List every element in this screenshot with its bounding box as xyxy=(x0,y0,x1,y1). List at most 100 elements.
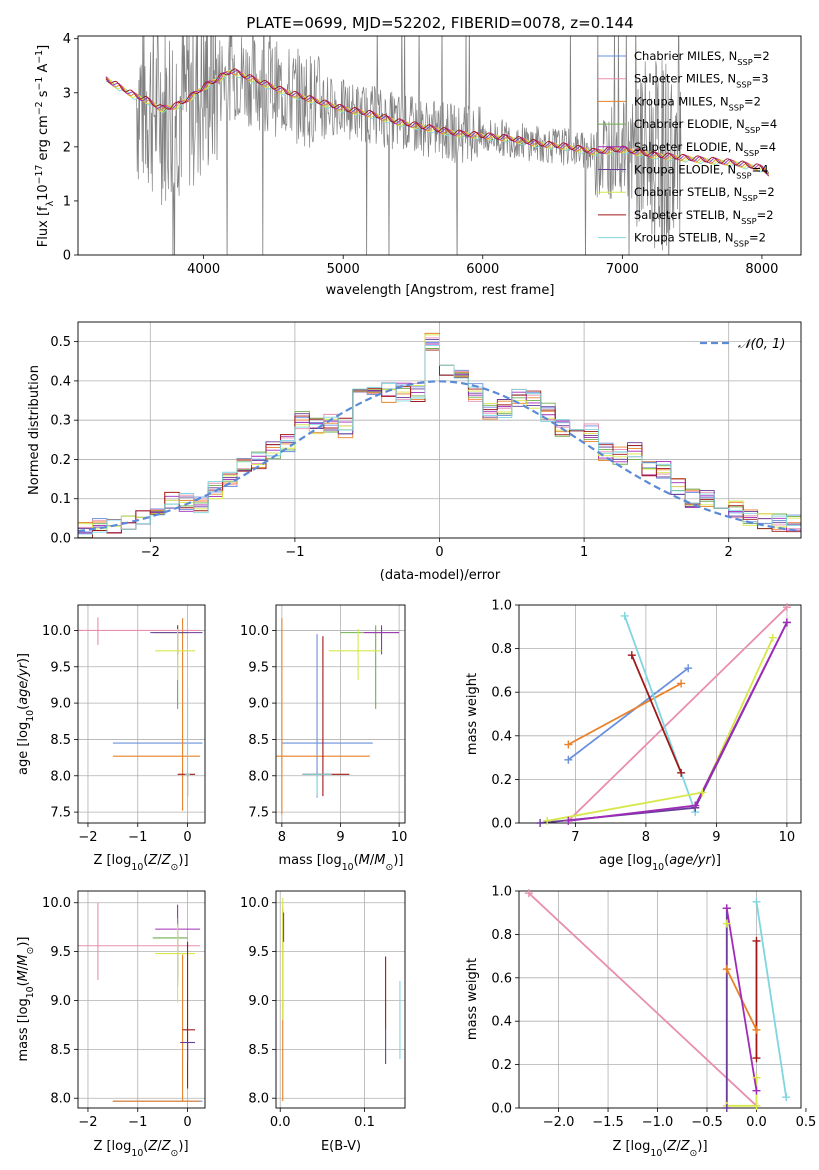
legend-entry-text: Chabrier MILES, NSSP=2 xyxy=(634,49,770,67)
text-span: 10 xyxy=(342,862,354,873)
y-tick-label: 0.1 xyxy=(50,492,71,507)
text-span: =2 xyxy=(744,94,761,108)
axes-frame xyxy=(77,35,802,256)
x-tick-label: 0.1 xyxy=(354,1115,375,1130)
gaussian-curve xyxy=(78,380,801,533)
y-tick-label: 0.0 xyxy=(50,532,71,547)
text-span: mass [log xyxy=(279,853,342,868)
axes-frame xyxy=(77,890,206,1109)
text-span: M xyxy=(374,853,385,868)
text-span: ] xyxy=(36,45,51,50)
x-tick-label: 0.5 xyxy=(796,1115,817,1130)
y-tick-label: 1.0 xyxy=(491,885,512,900)
legend-entry: Kroupa MILES, NSSP=2 xyxy=(634,94,761,112)
y-tick-label: 8.0 xyxy=(248,1092,269,1107)
weight-line xyxy=(547,637,774,822)
text-span: ( xyxy=(16,705,31,710)
y-tick-label: 1.0 xyxy=(491,599,512,614)
x-axis-label: (data-model)/error xyxy=(380,568,501,583)
text-span: ⊙ xyxy=(25,947,36,955)
legend-entry: Chabrier ELODIE, NSSP=4 xyxy=(634,117,777,135)
text-span: Z xyxy=(147,853,158,868)
axes-mass_vs_ebv: 0.0 0.1 8.0 8.5 9.0 9.5 10.0 xyxy=(240,890,406,1130)
weight-line xyxy=(567,606,788,822)
text-span: =4 xyxy=(760,117,777,131)
y-tick-label: 9.0 xyxy=(50,697,71,712)
x-tick-label: 8000 xyxy=(745,262,778,277)
text-span: SSP xyxy=(736,80,751,90)
text-span: −1 xyxy=(34,77,45,91)
text-span: Z [log xyxy=(93,1139,131,1154)
weight-marker xyxy=(627,651,636,660)
axes-frame xyxy=(275,604,406,824)
plot-area xyxy=(519,605,801,823)
weight-marker xyxy=(782,618,791,627)
y-tick-label: 10.0 xyxy=(240,896,269,911)
x-tick-label: −1.0 xyxy=(642,1115,674,1130)
x-axis-label: wavelength [Angstrom, rest frame] xyxy=(326,283,555,298)
y-tick-label: 0.5 xyxy=(50,335,71,350)
weight-marker xyxy=(677,679,686,688)
text-span: ( xyxy=(143,853,148,868)
x-tick-label: 9 xyxy=(336,830,344,845)
text-span: −2 xyxy=(34,101,45,115)
plot-area xyxy=(276,891,405,1108)
weight-line xyxy=(567,667,689,761)
y-tick-label: 10.0 xyxy=(240,624,269,639)
histogram-step xyxy=(78,345,801,535)
axes-frame xyxy=(77,604,206,824)
x-tick-label: −1 xyxy=(128,1115,147,1130)
text-span: / xyxy=(370,853,375,868)
text-span: Chabrier MILES, N xyxy=(634,49,737,63)
y-tick-label: 8.5 xyxy=(248,1043,269,1058)
x-axis-label: E(B-V) xyxy=(321,1139,361,1154)
y-tick-label: 0.4 xyxy=(50,374,71,389)
y-axis-label: mass [log10(M/M⊙)] xyxy=(16,937,36,1062)
x-tick-label: −1 xyxy=(128,830,147,845)
text-span: ⊙ xyxy=(171,862,179,873)
y-tick-label: 8.0 xyxy=(50,1092,71,1107)
weight-line xyxy=(725,908,758,1091)
text-span: ⊙ xyxy=(690,1148,698,1159)
y-tick-label: 0.4 xyxy=(491,1015,512,1030)
y-tick-label: 8.5 xyxy=(248,733,269,748)
plot-area xyxy=(78,322,801,538)
weight-line xyxy=(755,901,788,1098)
text-span: )] xyxy=(393,853,403,868)
y-tick-label: 10.0 xyxy=(42,896,71,911)
text-span: / xyxy=(157,1139,162,1154)
text-span: Z xyxy=(161,853,172,868)
text-span: 10 xyxy=(25,986,36,998)
weight-marker xyxy=(677,768,686,777)
text-span: =2 xyxy=(758,185,775,199)
x-axis-label: Z [log10(Z/Z⊙)] xyxy=(93,1139,188,1159)
x-axis-label: Z [log10(Z/Z⊙)] xyxy=(93,853,188,873)
y-tick-label: 0.2 xyxy=(50,453,71,468)
weight-marker xyxy=(768,633,777,642)
text-span: Z xyxy=(161,1139,172,1154)
text-span: ⊙ xyxy=(386,862,394,873)
text-span: −1 xyxy=(34,50,45,64)
text-span: SSP xyxy=(745,125,760,135)
x-tick-label: −2 xyxy=(78,830,97,845)
x-tick-label: 0.0 xyxy=(746,1115,767,1130)
x-tick-label: 0.0 xyxy=(270,1115,291,1130)
data-spectrum xyxy=(136,36,682,255)
y-tick-label: 7.5 xyxy=(248,806,269,821)
y-axis-label: Normed distribution xyxy=(27,365,42,495)
axes-frame xyxy=(518,604,802,824)
y-tick-label: 9.5 xyxy=(50,945,71,960)
x-axis-label: mass [log10(M/M⊙)] xyxy=(279,853,404,873)
figure-title: PLATE=0699, MJD=52202, FIBERID=0078, z=0… xyxy=(246,14,633,32)
text-span: Z xyxy=(666,1139,677,1154)
text-span: Chabrier ELODIE, N xyxy=(634,117,745,131)
text-span: =2 xyxy=(753,49,770,63)
text-span: 10 xyxy=(131,1148,143,1159)
y-tick-label: 9.0 xyxy=(248,994,269,1009)
y-tick-label: 8.0 xyxy=(50,769,71,784)
plot-area xyxy=(276,605,405,823)
text-span: / xyxy=(16,965,31,970)
text-span: )] xyxy=(178,853,188,868)
text-span: mass [log xyxy=(16,998,31,1061)
